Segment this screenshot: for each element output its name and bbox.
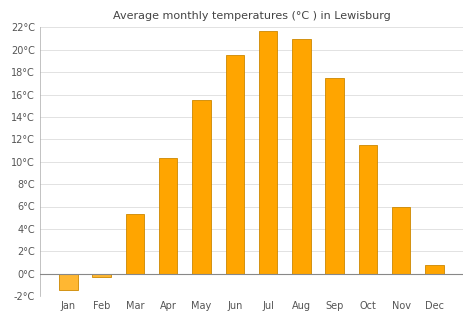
Bar <box>292 39 310 274</box>
Bar <box>126 214 144 274</box>
Bar <box>259 31 277 274</box>
Bar <box>92 274 111 277</box>
Bar <box>159 158 177 274</box>
Bar <box>226 55 244 274</box>
Bar <box>326 78 344 274</box>
Bar <box>59 274 78 290</box>
Bar <box>359 145 377 274</box>
Bar <box>392 206 410 274</box>
Title: Average monthly temperatures (°C ) in Lewisburg: Average monthly temperatures (°C ) in Le… <box>112 11 390 21</box>
Bar <box>425 265 444 274</box>
Bar <box>192 100 210 274</box>
